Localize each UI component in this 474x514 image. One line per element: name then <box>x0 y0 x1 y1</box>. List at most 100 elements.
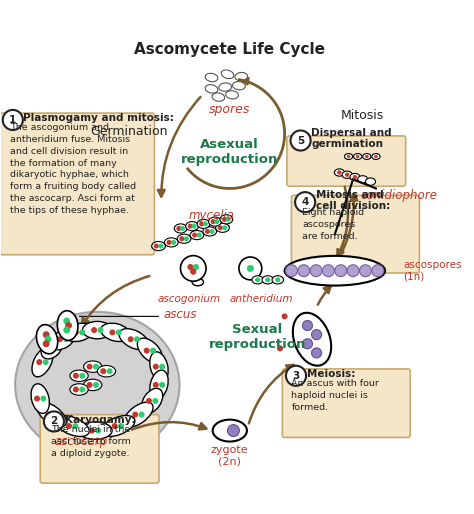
Circle shape <box>228 425 239 436</box>
Circle shape <box>256 278 259 282</box>
Circle shape <box>359 265 372 277</box>
Ellipse shape <box>284 256 385 286</box>
Circle shape <box>46 412 51 417</box>
Circle shape <box>64 327 70 333</box>
Circle shape <box>177 227 181 230</box>
Ellipse shape <box>177 234 191 243</box>
Ellipse shape <box>152 242 165 251</box>
Circle shape <box>67 424 71 428</box>
Circle shape <box>87 364 92 369</box>
Ellipse shape <box>64 323 94 342</box>
Circle shape <box>133 412 137 417</box>
Ellipse shape <box>350 173 360 181</box>
Text: The ascogonium and
antheridium fuse. Mitosis
and cell division result in
the for: The ascogonium and antheridium fuse. Mit… <box>9 123 136 215</box>
Ellipse shape <box>41 338 62 359</box>
Circle shape <box>153 399 158 403</box>
Ellipse shape <box>363 154 371 159</box>
Text: zygote
(2n): zygote (2n) <box>211 445 248 467</box>
Circle shape <box>35 396 39 401</box>
Text: An ascus with four
haploid nuclei is
formed.: An ascus with four haploid nuclei is for… <box>292 379 379 412</box>
Circle shape <box>73 330 78 335</box>
Circle shape <box>146 399 151 403</box>
Circle shape <box>219 226 222 230</box>
Circle shape <box>356 155 359 158</box>
Circle shape <box>191 269 196 274</box>
Circle shape <box>322 265 334 277</box>
Ellipse shape <box>197 219 210 228</box>
Circle shape <box>46 346 51 351</box>
Text: Plasmogamy and mitosis:: Plasmogamy and mitosis: <box>23 113 174 123</box>
Ellipse shape <box>137 338 163 363</box>
Text: 3: 3 <box>292 371 300 381</box>
Circle shape <box>223 217 227 221</box>
Circle shape <box>64 337 69 341</box>
Text: 2: 2 <box>50 416 57 427</box>
Ellipse shape <box>345 154 353 159</box>
Ellipse shape <box>205 85 218 93</box>
Ellipse shape <box>252 276 264 284</box>
Text: Dispersal and
germination: Dispersal and germination <box>311 128 392 150</box>
Circle shape <box>184 237 188 241</box>
Circle shape <box>286 366 306 386</box>
Ellipse shape <box>233 81 245 90</box>
FancyBboxPatch shape <box>292 195 419 273</box>
Ellipse shape <box>293 313 331 365</box>
Circle shape <box>346 173 349 177</box>
Circle shape <box>347 155 350 158</box>
Circle shape <box>311 348 321 358</box>
Circle shape <box>211 220 215 224</box>
Circle shape <box>73 374 78 378</box>
Text: Sexual
reproduction: Sexual reproduction <box>209 323 306 351</box>
Ellipse shape <box>358 176 368 183</box>
Ellipse shape <box>226 90 238 99</box>
Circle shape <box>37 360 42 364</box>
Circle shape <box>276 278 280 282</box>
Ellipse shape <box>212 93 225 101</box>
Circle shape <box>310 265 322 277</box>
Ellipse shape <box>209 217 221 226</box>
Circle shape <box>44 360 48 364</box>
Ellipse shape <box>55 415 89 436</box>
Circle shape <box>145 348 149 353</box>
Text: Mitosis and
cell division:: Mitosis and cell division: <box>316 190 390 211</box>
Circle shape <box>335 265 347 277</box>
Text: spores: spores <box>209 103 250 116</box>
Circle shape <box>192 224 196 228</box>
Circle shape <box>337 171 341 174</box>
Ellipse shape <box>15 312 180 458</box>
Ellipse shape <box>203 227 217 236</box>
FancyBboxPatch shape <box>0 113 155 255</box>
Circle shape <box>128 337 133 341</box>
Circle shape <box>353 175 357 179</box>
Ellipse shape <box>31 384 49 413</box>
Ellipse shape <box>82 321 112 339</box>
Ellipse shape <box>37 402 66 427</box>
Circle shape <box>53 412 57 417</box>
Ellipse shape <box>235 72 247 81</box>
Ellipse shape <box>205 73 218 82</box>
Circle shape <box>172 241 175 244</box>
Circle shape <box>119 424 123 428</box>
Circle shape <box>45 337 51 342</box>
Ellipse shape <box>174 224 187 233</box>
Circle shape <box>154 364 158 369</box>
FancyBboxPatch shape <box>40 415 159 483</box>
Circle shape <box>44 411 64 431</box>
Text: 1: 1 <box>9 115 17 125</box>
Ellipse shape <box>124 402 153 427</box>
Circle shape <box>139 412 144 417</box>
Ellipse shape <box>57 310 78 340</box>
Text: Karyogamy:: Karyogamy: <box>65 415 136 425</box>
Ellipse shape <box>164 238 178 247</box>
Circle shape <box>291 131 310 151</box>
Circle shape <box>302 321 312 331</box>
Circle shape <box>80 330 84 335</box>
Circle shape <box>223 226 227 230</box>
Circle shape <box>266 278 270 282</box>
Circle shape <box>298 265 310 277</box>
Circle shape <box>197 233 201 237</box>
Ellipse shape <box>365 178 375 185</box>
Ellipse shape <box>101 415 135 436</box>
Circle shape <box>41 396 46 401</box>
Circle shape <box>181 255 206 281</box>
